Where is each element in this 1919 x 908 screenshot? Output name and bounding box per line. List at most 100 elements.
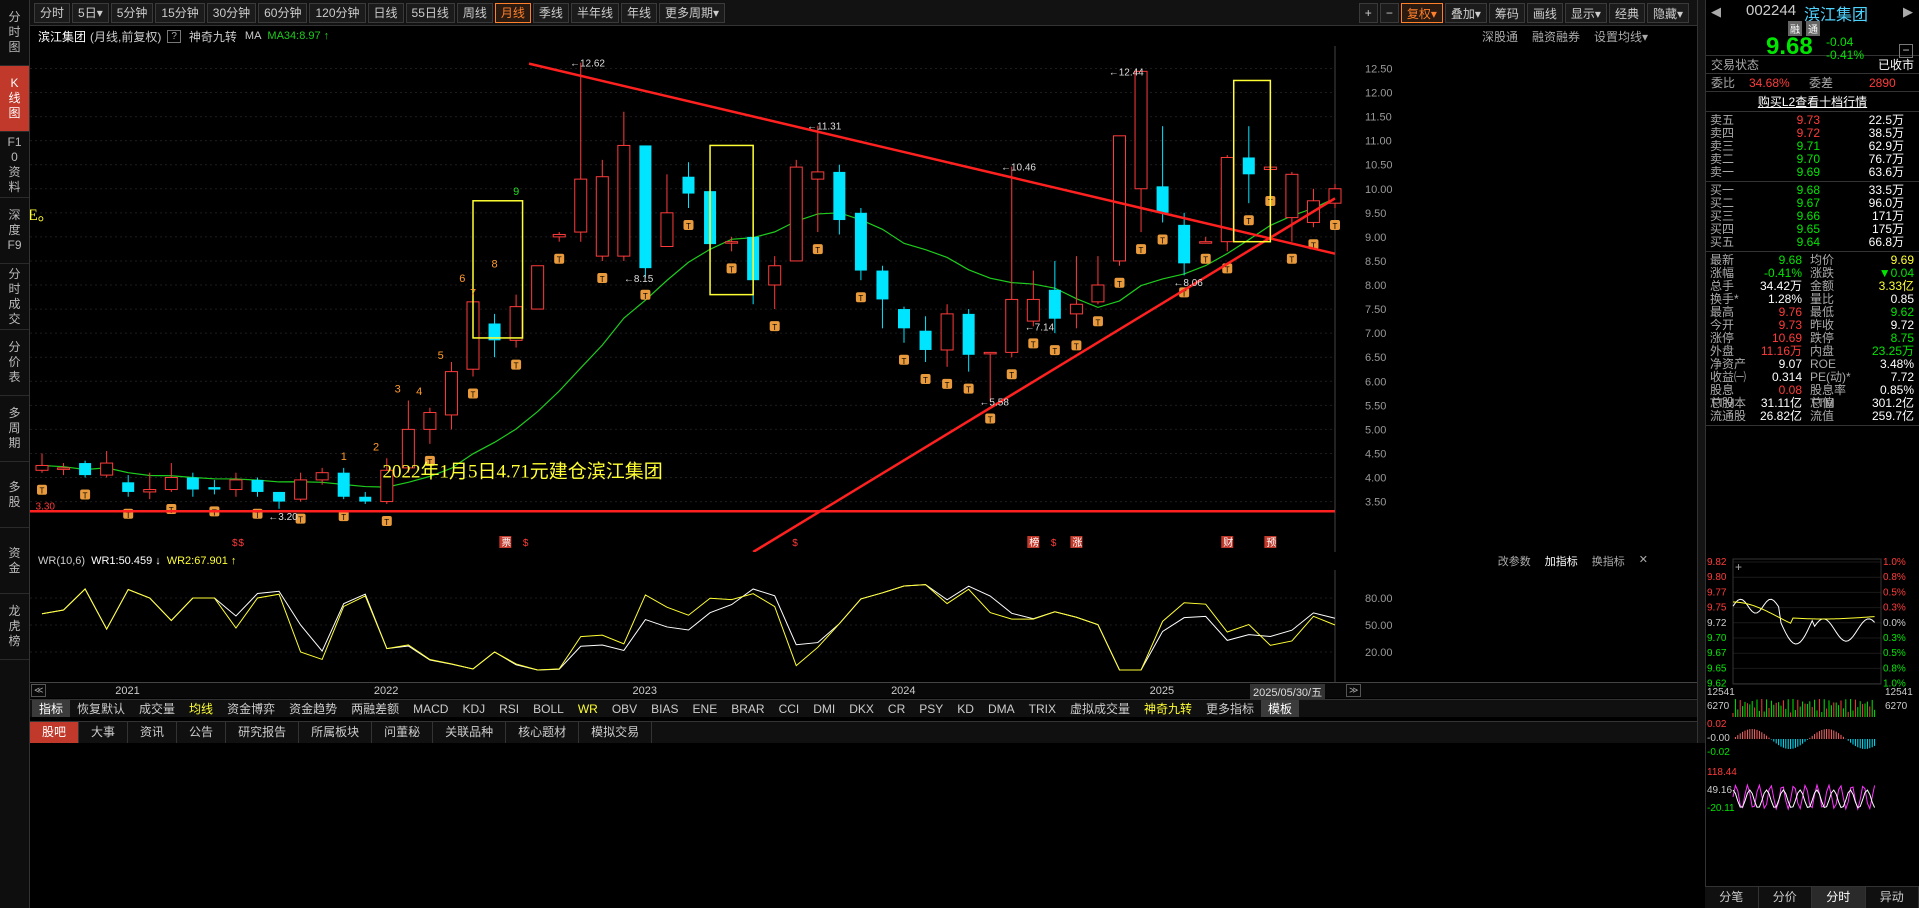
menu-icon[interactable]: ◀ <box>1711 4 1721 19</box>
nav-item[interactable]: K线图 <box>0 66 29 132</box>
period-button[interactable]: 30分钟 <box>206 2 257 23</box>
indicator-tab[interactable]: BIAS <box>651 701 679 716</box>
bottom-tab[interactable]: 问董秘 <box>372 722 434 743</box>
period-button[interactable]: 5分钟 <box>110 2 154 23</box>
indicator-tab[interactable]: 均线 <box>189 702 214 716</box>
nav-item[interactable]: 分时成交 <box>0 264 29 330</box>
stock-name[interactable]: 滨江集团 <box>1804 7 1869 24</box>
indicator-tab[interactable]: PSY <box>919 701 944 716</box>
indicator-tab[interactable]: 两融差额 <box>351 702 400 716</box>
bottom-tab[interactable]: 公告 <box>177 722 227 743</box>
indicator-tab[interactable]: 虚拟成交量 <box>1069 702 1130 716</box>
indicator-tab[interactable]: OBV <box>611 701 638 716</box>
stat-label: ROE <box>1810 357 1837 371</box>
period-button[interactable]: 55日线 <box>405 2 455 23</box>
indicator-action[interactable]: 改参数 <box>1497 556 1531 568</box>
info-link[interactable]: 设置均线▾ <box>1593 29 1648 44</box>
bottom-tab[interactable]: 关联品种 <box>433 722 507 743</box>
indicator-tab[interactable]: DMA <box>987 701 1015 716</box>
chart-tool-button[interactable]: 经典 <box>1608 3 1645 23</box>
indicator-action[interactable]: 加指标 <box>1544 556 1578 568</box>
help-icon[interactable]: ? <box>167 29 181 43</box>
mini-tab[interactable]: 分笔 <box>1705 887 1759 908</box>
bottom-tab[interactable]: 资讯 <box>128 722 178 743</box>
nav-item[interactable]: 龙虎榜 <box>0 594 29 660</box>
chart-tool-button[interactable]: 筹码 <box>1488 3 1525 23</box>
indicator-tab[interactable]: KD <box>957 701 974 716</box>
period-button[interactable]: 120分钟 <box>309 2 366 23</box>
period-button[interactable]: 季线 <box>532 2 569 23</box>
bottom-tab[interactable]: 所属板块 <box>299 722 373 743</box>
chart-tool-button[interactable]: + <box>1358 3 1378 23</box>
chart-tool-button[interactable]: − <box>1379 3 1399 23</box>
indicator-action[interactable]: 换指标 <box>1591 556 1625 568</box>
indicator-tab[interactable]: DMI <box>813 701 836 716</box>
bottom-tab[interactable]: 研究报告 <box>226 722 300 743</box>
bottom-tab[interactable]: 股吧 <box>30 722 80 743</box>
bottom-tab[interactable]: 核心题材 <box>506 722 580 743</box>
period-button[interactable]: 半年线 <box>570 2 619 23</box>
period-button[interactable]: 日线 <box>367 2 404 23</box>
chart-tool-button[interactable]: 显示▾ <box>1564 3 1607 23</box>
nine-turn-label[interactable]: 神奇九转 <box>188 29 237 44</box>
period-button[interactable]: 年线 <box>620 2 657 23</box>
chart-tool-button[interactable]: 隐藏▾ <box>1646 3 1689 23</box>
indicator-tab[interactable]: ENE <box>692 701 718 716</box>
info-link[interactable]: 融资融券 <box>1531 29 1580 44</box>
scroll-right-button[interactable]: ≫ <box>1346 684 1362 697</box>
indicator-tab[interactable]: BRAR <box>731 701 765 716</box>
indicator-tab[interactable]: BOLL <box>533 701 564 716</box>
l2-link[interactable]: 购买L2查看十档行情 <box>1757 95 1868 109</box>
nav-item[interactable]: 多股 <box>0 462 29 528</box>
indicator-tab[interactable]: CR <box>887 701 906 716</box>
bottom-tab[interactable]: 大事 <box>79 722 129 743</box>
more-icon[interactable]: ▶ <box>1903 4 1913 19</box>
side-scrollbar[interactable] <box>1697 0 1705 743</box>
period-button[interactable]: 60分钟 <box>258 2 308 23</box>
indicator-tab[interactable]: WR <box>577 701 598 716</box>
nav-item[interactable]: 分价表 <box>0 330 29 396</box>
bottom-tab[interactable]: 模拟交易 <box>579 722 653 743</box>
indicator-tab[interactable]: 成交量 <box>139 702 176 716</box>
candlestick-chart[interactable]: 12.50 12.00 11.50 11.00 10.50 10.00 9.50 9.00 8.… <box>30 46 1697 552</box>
wr-chart[interactable]: 80.00 50.00 20.00 <box>30 570 1697 682</box>
indicator-tab[interactable]: CCI <box>778 701 800 716</box>
period-button[interactable]: 周线 <box>456 2 493 23</box>
mini-tab[interactable]: 分价 <box>1759 887 1812 908</box>
indicator-tab[interactable]: KDJ <box>462 701 486 716</box>
indicator-tab[interactable]: 模板 <box>1261 700 1300 717</box>
indicator-tab[interactable]: DKX <box>849 701 874 716</box>
indicator-tab[interactable]: 资金博弈 <box>227 702 276 716</box>
collapse-icon[interactable]: − <box>1899 44 1913 58</box>
mini-tab[interactable]: 分时 <box>1812 887 1866 908</box>
mini-tab[interactable]: 异动 <box>1866 887 1919 908</box>
nav-item[interactable]: 多周期 <box>0 396 29 462</box>
info-link[interactable]: 深股通 <box>1481 29 1518 44</box>
period-button[interactable]: 15分钟 <box>155 2 205 23</box>
stock-title[interactable]: 滨江集团 <box>38 29 87 44</box>
chart-tool-button[interactable]: 复权▾ <box>1400 3 1443 23</box>
nav-item[interactable]: 分时图 <box>0 0 29 66</box>
period-button[interactable]: 更多周期▾ <box>658 2 725 23</box>
period-button[interactable]: 5日▾ <box>72 2 109 23</box>
indicator-tab[interactable]: 更多指标 <box>1206 702 1255 716</box>
indicator-tab[interactable]: TRIX <box>1028 701 1056 716</box>
nav-item[interactable]: 深度F9 <box>0 198 29 264</box>
indicator-tab[interactable]: 资金趋势 <box>289 702 338 716</box>
scroll-left-button[interactable]: ≪ <box>31 684 47 697</box>
chart-tool-button[interactable]: 画线 <box>1526 3 1563 23</box>
intraday-mini-chart[interactable]: 9.82 1.0% 9.80 0.8% 9.77 0.5% 9.75 0.3% 9.72 0.0%… <box>1705 557 1919 886</box>
period-button[interactable]: 月线 <box>494 2 531 23</box>
indicator-tab[interactable]: 指标 <box>32 700 71 717</box>
indicator-tab[interactable]: RSI <box>499 701 520 716</box>
candle <box>833 164 846 235</box>
indicator-tab[interactable]: 神奇九转 <box>1143 702 1192 716</box>
chart-tool-button[interactable]: 叠加▾ <box>1444 3 1487 23</box>
nav-item[interactable]: F10资料 <box>0 132 29 198</box>
indicator-tab[interactable]: MACD <box>413 701 449 716</box>
book-label: 买五 <box>1710 235 1735 249</box>
nav-item[interactable]: 资金 <box>0 528 29 594</box>
indicator-tab[interactable]: 恢复默认 <box>77 702 126 716</box>
indicator-action[interactable]: ✕ <box>1638 554 1648 566</box>
period-button[interactable]: 分时 <box>34 2 71 23</box>
